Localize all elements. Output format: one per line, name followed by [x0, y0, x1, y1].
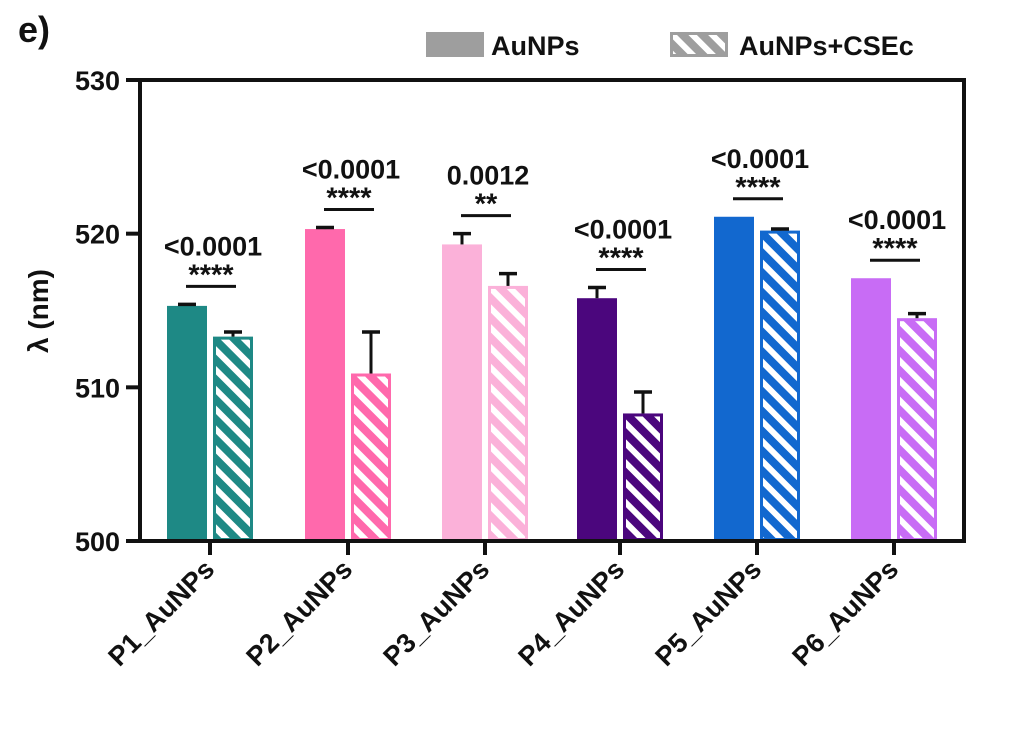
- y-tick-label: 510: [75, 373, 120, 403]
- bar-aunps-p4_aunps: [577, 298, 617, 541]
- significance-annotations: ****<0.0001****<0.0001**0.0012****<0.000…: [164, 144, 946, 292]
- p-value-label: <0.0001: [711, 144, 809, 174]
- p-value-label: 0.0012: [447, 161, 530, 191]
- x-tick-label: P6_AuNPs: [786, 554, 904, 672]
- p-value-label: <0.0001: [848, 205, 946, 235]
- panel-label: e): [18, 9, 50, 50]
- y-axis-label: λ (nm): [23, 269, 54, 353]
- x-tick-label: P5_AuNPs: [649, 554, 767, 672]
- bar-aunps-p3_aunps: [442, 244, 482, 541]
- bars-group: [167, 216, 937, 542]
- significance-stars: ****: [326, 183, 372, 215]
- significance-stars: ****: [872, 233, 918, 265]
- bar-aunps-csec-p2_aunps: [351, 373, 391, 541]
- bar-aunps-csec-p4_aunps: [623, 413, 663, 541]
- x-tick-label: P4_AuNPs: [512, 554, 630, 672]
- bar-aunps-p1_aunps: [167, 305, 207, 542]
- error-bars-group: [178, 225, 926, 414]
- significance-stars: ****: [735, 172, 781, 204]
- p-value-label: <0.0001: [164, 231, 262, 261]
- y-tick-label: 500: [75, 527, 120, 557]
- y-ticks: 500 510 520 530: [75, 66, 140, 557]
- significance-stars: **: [475, 189, 498, 221]
- bar-aunps-csec-p5_aunps: [760, 230, 800, 542]
- p-value-label: <0.0001: [302, 155, 400, 185]
- legend-swatch-solid: [426, 32, 484, 57]
- x-tick-label: P2_AuNPs: [240, 554, 358, 672]
- x-ticks: P1_AuNPs P2_AuNPs P3_AuNPs P4_AuNPs P5_AuNPs…: [102, 541, 904, 672]
- x-tick-label: P3_AuNPs: [377, 554, 495, 672]
- bar-aunps-p2_aunps: [305, 229, 345, 541]
- legend-label: AuNPs+CSEc: [739, 31, 914, 61]
- p-value-label: <0.0001: [574, 214, 672, 244]
- legend-swatch-hatched: [670, 32, 728, 57]
- y-tick-label: 520: [75, 220, 120, 250]
- significance-stars: ****: [598, 242, 644, 274]
- bar-aunps-csec-p3_aunps: [488, 285, 528, 541]
- bar-aunps-p5_aunps: [714, 216, 754, 541]
- legend-label: AuNPs: [491, 31, 580, 61]
- y-tick-label: 530: [75, 66, 120, 96]
- bar-aunps-p6_aunps: [851, 278, 891, 541]
- significance-stars: ****: [188, 259, 234, 291]
- legend: AuNPs AuNPs+CSEc: [426, 31, 914, 61]
- bar-aunps-csec-p1_aunps: [213, 336, 253, 541]
- bar-aunps-csec-p6_aunps: [897, 318, 937, 541]
- x-tick-label: P1_AuNPs: [102, 554, 220, 672]
